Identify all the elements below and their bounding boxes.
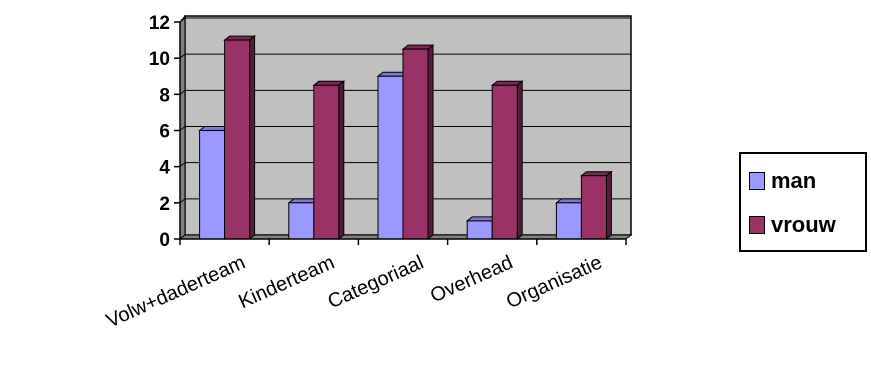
y-tick-label: 6	[159, 122, 170, 143]
y-tick-label: 12	[149, 13, 170, 34]
bar-vrouw	[401, 44, 435, 241]
legend: man vrouw	[739, 152, 867, 252]
bars	[198, 35, 613, 241]
y-tick-label: 2	[159, 194, 170, 215]
x-tick-label: Categoriaal	[325, 251, 427, 313]
x-tick-label: Volw+daderteam	[103, 251, 249, 332]
x-tick-label: Overhead	[427, 251, 516, 307]
legend-item-vrouw: vrouw	[749, 212, 836, 238]
y-tick-label: 4	[159, 158, 170, 179]
gridline-side	[179, 53, 186, 59]
y-axis-ticks: 0 2 4 6 8 10 12	[149, 13, 180, 251]
legend-swatch-man	[749, 172, 765, 190]
bar-vrouw	[490, 80, 524, 241]
y-tick-label: 10	[149, 49, 170, 70]
legend-label-vrouw: vrouw	[771, 212, 836, 237]
y-tick-label: 0	[159, 230, 170, 251]
bar-vrouw	[223, 35, 257, 241]
gridline-side	[179, 17, 186, 23]
bar-vrouw	[579, 170, 613, 241]
legend-item-man: man	[749, 168, 816, 194]
x-tick-label: Organisatie	[503, 251, 605, 313]
bar-man	[287, 197, 321, 241]
y-tick-label: 8	[159, 85, 170, 106]
legend-swatch-vrouw	[749, 216, 765, 234]
gridline-side	[179, 126, 186, 131]
gridline-side	[179, 198, 186, 204]
gridline-side	[179, 162, 186, 168]
x-tick-label: Kinderteam	[235, 251, 337, 313]
legend-label-man: man	[771, 168, 817, 193]
gridline-side	[179, 89, 186, 95]
bar-vrouw	[312, 80, 346, 241]
